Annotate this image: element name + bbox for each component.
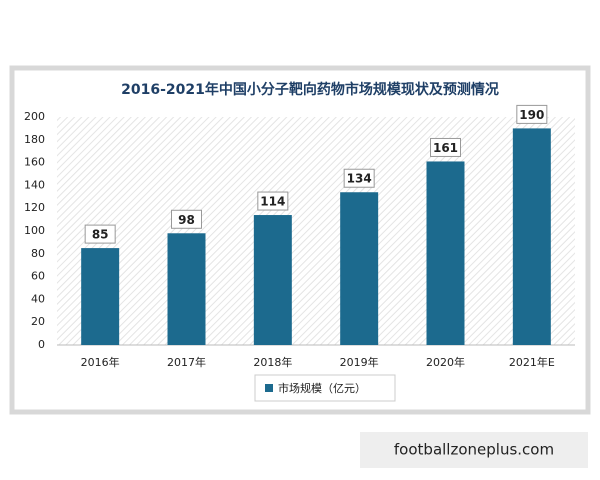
- legend-swatch: [265, 384, 273, 392]
- y-tick-label: 40: [31, 292, 45, 305]
- value-label: 114: [260, 195, 285, 209]
- chart-title: 2016-2021年中国小分子靶向药物市场规模现状及预测情况: [121, 81, 499, 98]
- value-label-box: [171, 209, 202, 229]
- y-tick-label: 120: [24, 201, 45, 214]
- y-tick-label: 180: [24, 133, 45, 146]
- value-label: 134: [347, 172, 372, 186]
- y-tick-label: 60: [31, 270, 45, 283]
- y-tick-label: 160: [24, 156, 45, 169]
- y-tick-label: 100: [24, 224, 45, 237]
- x-tick-label: 2016年: [81, 355, 120, 369]
- watermark: footballzoneplus.com: [394, 441, 554, 459]
- bar: [253, 215, 292, 345]
- bar: [167, 233, 206, 345]
- bar: [81, 248, 120, 345]
- value-label: 98: [178, 213, 195, 227]
- legend-box: [254, 374, 396, 402]
- bar: [512, 128, 551, 345]
- y-tick-label: 20: [31, 315, 45, 328]
- value-label-box: [430, 137, 461, 157]
- x-tick-label: 2021年E: [509, 355, 555, 369]
- x-tick-label: 2018年: [253, 355, 292, 369]
- bar: [426, 161, 465, 345]
- x-tick-label: 2017年: [167, 355, 206, 369]
- value-label: 161: [433, 141, 458, 155]
- legend-label: 市场规模（亿元）: [278, 381, 366, 395]
- y-tick-label: 200: [24, 110, 45, 123]
- value-label-box: [257, 191, 289, 211]
- value-label-box: [343, 168, 375, 188]
- y-tick-label: 80: [31, 247, 45, 260]
- value-label: 85: [92, 228, 109, 242]
- bar: [340, 192, 379, 345]
- watermark-box: [360, 432, 588, 468]
- x-tick-label: 2020年: [426, 355, 465, 369]
- value-label-box: [84, 224, 116, 244]
- x-tick-label: 2019年: [340, 355, 379, 369]
- y-tick-label: 0: [38, 338, 45, 351]
- y-tick-label: 140: [24, 178, 45, 191]
- plot-area: [57, 117, 575, 345]
- value-label: 190: [519, 108, 544, 122]
- value-label-box: [516, 104, 548, 124]
